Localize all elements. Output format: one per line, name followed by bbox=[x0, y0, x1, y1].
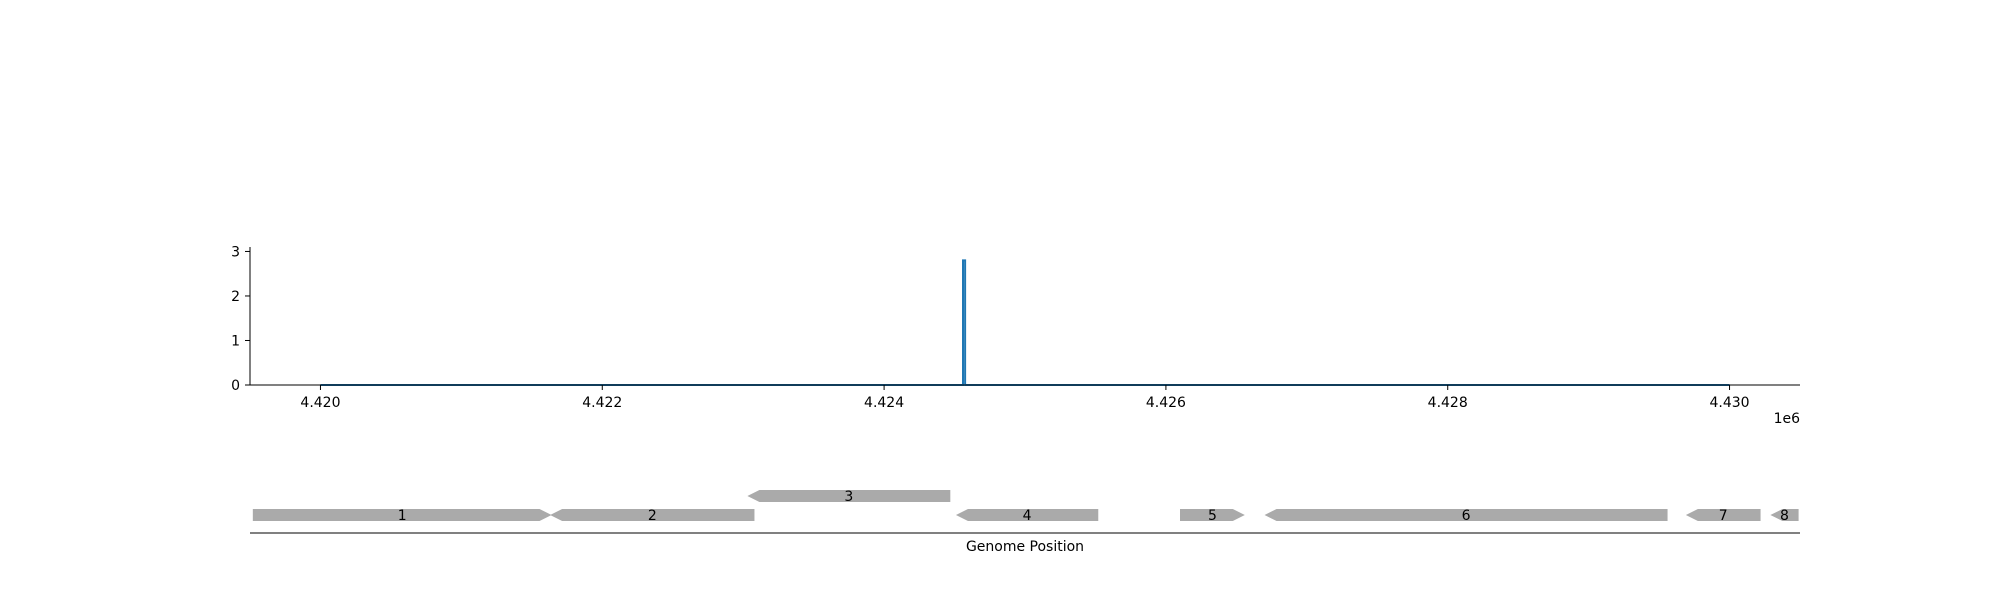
y-tick-label: 0 bbox=[231, 378, 240, 394]
gene-arrow bbox=[1685, 509, 1761, 521]
gene-label: 8 bbox=[1780, 508, 1789, 524]
gene-feature-1: 1 bbox=[252, 508, 552, 524]
gene-feature-5: 5 bbox=[1180, 508, 1245, 524]
x-axis-label: Genome Position bbox=[966, 539, 1084, 555]
gene-arrow bbox=[1264, 509, 1668, 521]
gene-arrow bbox=[252, 509, 552, 521]
x-tick-label: 4.426 bbox=[1146, 395, 1186, 411]
coverage-series bbox=[320, 259, 1730, 386]
y-tick-label: 3 bbox=[231, 244, 240, 260]
gene-track: 1 2 3 4 5 6 7 8 Genome Position bbox=[250, 489, 1800, 555]
gene-feature-3: 3 bbox=[747, 489, 951, 505]
series-line-0 bbox=[320, 259, 1730, 386]
gene-arrow bbox=[550, 509, 755, 521]
gene-label: 7 bbox=[1719, 508, 1728, 524]
gene-arrow bbox=[1180, 509, 1245, 521]
coverage-plot: 0 1 2 3 4.420 4.422 4.424 4.426 4.428 4.430 1e6 bbox=[231, 244, 1800, 427]
x-tick-label: 4.428 bbox=[1428, 395, 1468, 411]
x-tick-label: 4.422 bbox=[582, 395, 622, 411]
gene-label: 5 bbox=[1208, 508, 1217, 524]
x-offset-label: 1e6 bbox=[1774, 411, 1801, 427]
gene-label: 6 bbox=[1462, 508, 1471, 524]
y-ticks: 0 1 2 3 bbox=[231, 244, 250, 394]
gene-label: 1 bbox=[398, 508, 407, 524]
gene-features: 1 2 3 4 5 6 7 8 bbox=[252, 489, 1799, 524]
gene-arrow bbox=[955, 509, 1099, 521]
x-tick-label: 4.420 bbox=[300, 395, 340, 411]
gene-feature-8: 8 bbox=[1770, 508, 1799, 524]
x-ticks: 4.420 4.422 4.424 4.426 4.428 4.430 bbox=[300, 385, 1750, 411]
gene-label: 4 bbox=[1023, 508, 1032, 524]
gene-label: 2 bbox=[648, 508, 657, 524]
gene-feature-7: 7 bbox=[1685, 508, 1761, 524]
x-tick-label: 4.430 bbox=[1709, 395, 1749, 411]
y-tick-label: 1 bbox=[231, 333, 240, 349]
gene-arrow bbox=[1770, 509, 1799, 521]
y-tick-label: 2 bbox=[231, 289, 240, 305]
gene-arrow bbox=[747, 490, 951, 502]
gene-feature-2: 2 bbox=[550, 508, 755, 524]
gene-feature-4: 4 bbox=[955, 508, 1099, 524]
gene-feature-6: 6 bbox=[1264, 508, 1668, 524]
gene-label: 3 bbox=[844, 489, 853, 505]
x-tick-label: 4.424 bbox=[864, 395, 904, 411]
